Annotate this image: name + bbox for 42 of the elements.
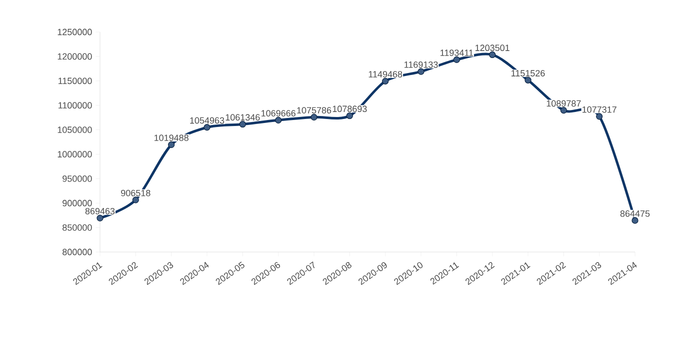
point bbox=[96, 214, 104, 222]
data-label: 869463 bbox=[85, 208, 115, 214]
y-tick-label: 1100000 bbox=[58, 102, 92, 109]
y-tick-label: 800000 bbox=[62, 248, 92, 256]
point bbox=[132, 196, 139, 204]
data-label: 1069666 bbox=[262, 110, 296, 116]
data-label: 1089787 bbox=[546, 100, 581, 107]
point bbox=[239, 120, 246, 128]
point bbox=[524, 76, 532, 84]
point bbox=[453, 56, 460, 63]
data-label: 1061346 bbox=[226, 114, 260, 121]
y-tick-label: 1150000 bbox=[58, 78, 92, 84]
y-tick-label: 1050000 bbox=[58, 126, 92, 133]
data-label: 1075786 bbox=[297, 107, 332, 114]
y-tick-label: 850000 bbox=[62, 224, 92, 231]
data-label: 1077317 bbox=[582, 106, 616, 113]
data-label: 1151526 bbox=[512, 70, 545, 76]
data-label: 1078693 bbox=[332, 106, 367, 112]
y-tick-label: 950000 bbox=[62, 175, 92, 182]
data-label: 864475 bbox=[620, 210, 650, 217]
y-tick-label: 1000000 bbox=[58, 151, 92, 158]
data-label: 1203501 bbox=[476, 44, 510, 52]
y-tick-label: 1200000 bbox=[58, 53, 92, 60]
data-label: 1149468 bbox=[368, 71, 402, 78]
point bbox=[382, 78, 389, 84]
point bbox=[418, 68, 424, 75]
data-label: 1019488 bbox=[154, 134, 188, 141]
point bbox=[596, 113, 603, 120]
point bbox=[346, 112, 353, 120]
y-tick-label: 1250000 bbox=[58, 28, 92, 36]
y-tick-label: 900000 bbox=[62, 200, 92, 206]
point bbox=[560, 107, 567, 114]
data-label: 1054963 bbox=[190, 117, 224, 124]
point bbox=[489, 51, 496, 58]
data-label: 1169133 bbox=[404, 61, 438, 68]
data-label: 906518 bbox=[121, 190, 150, 196]
point bbox=[204, 124, 210, 131]
point bbox=[632, 217, 638, 224]
data-label: 1193411 bbox=[440, 50, 474, 56]
point bbox=[310, 114, 318, 120]
point bbox=[275, 116, 282, 124]
point bbox=[168, 141, 175, 148]
